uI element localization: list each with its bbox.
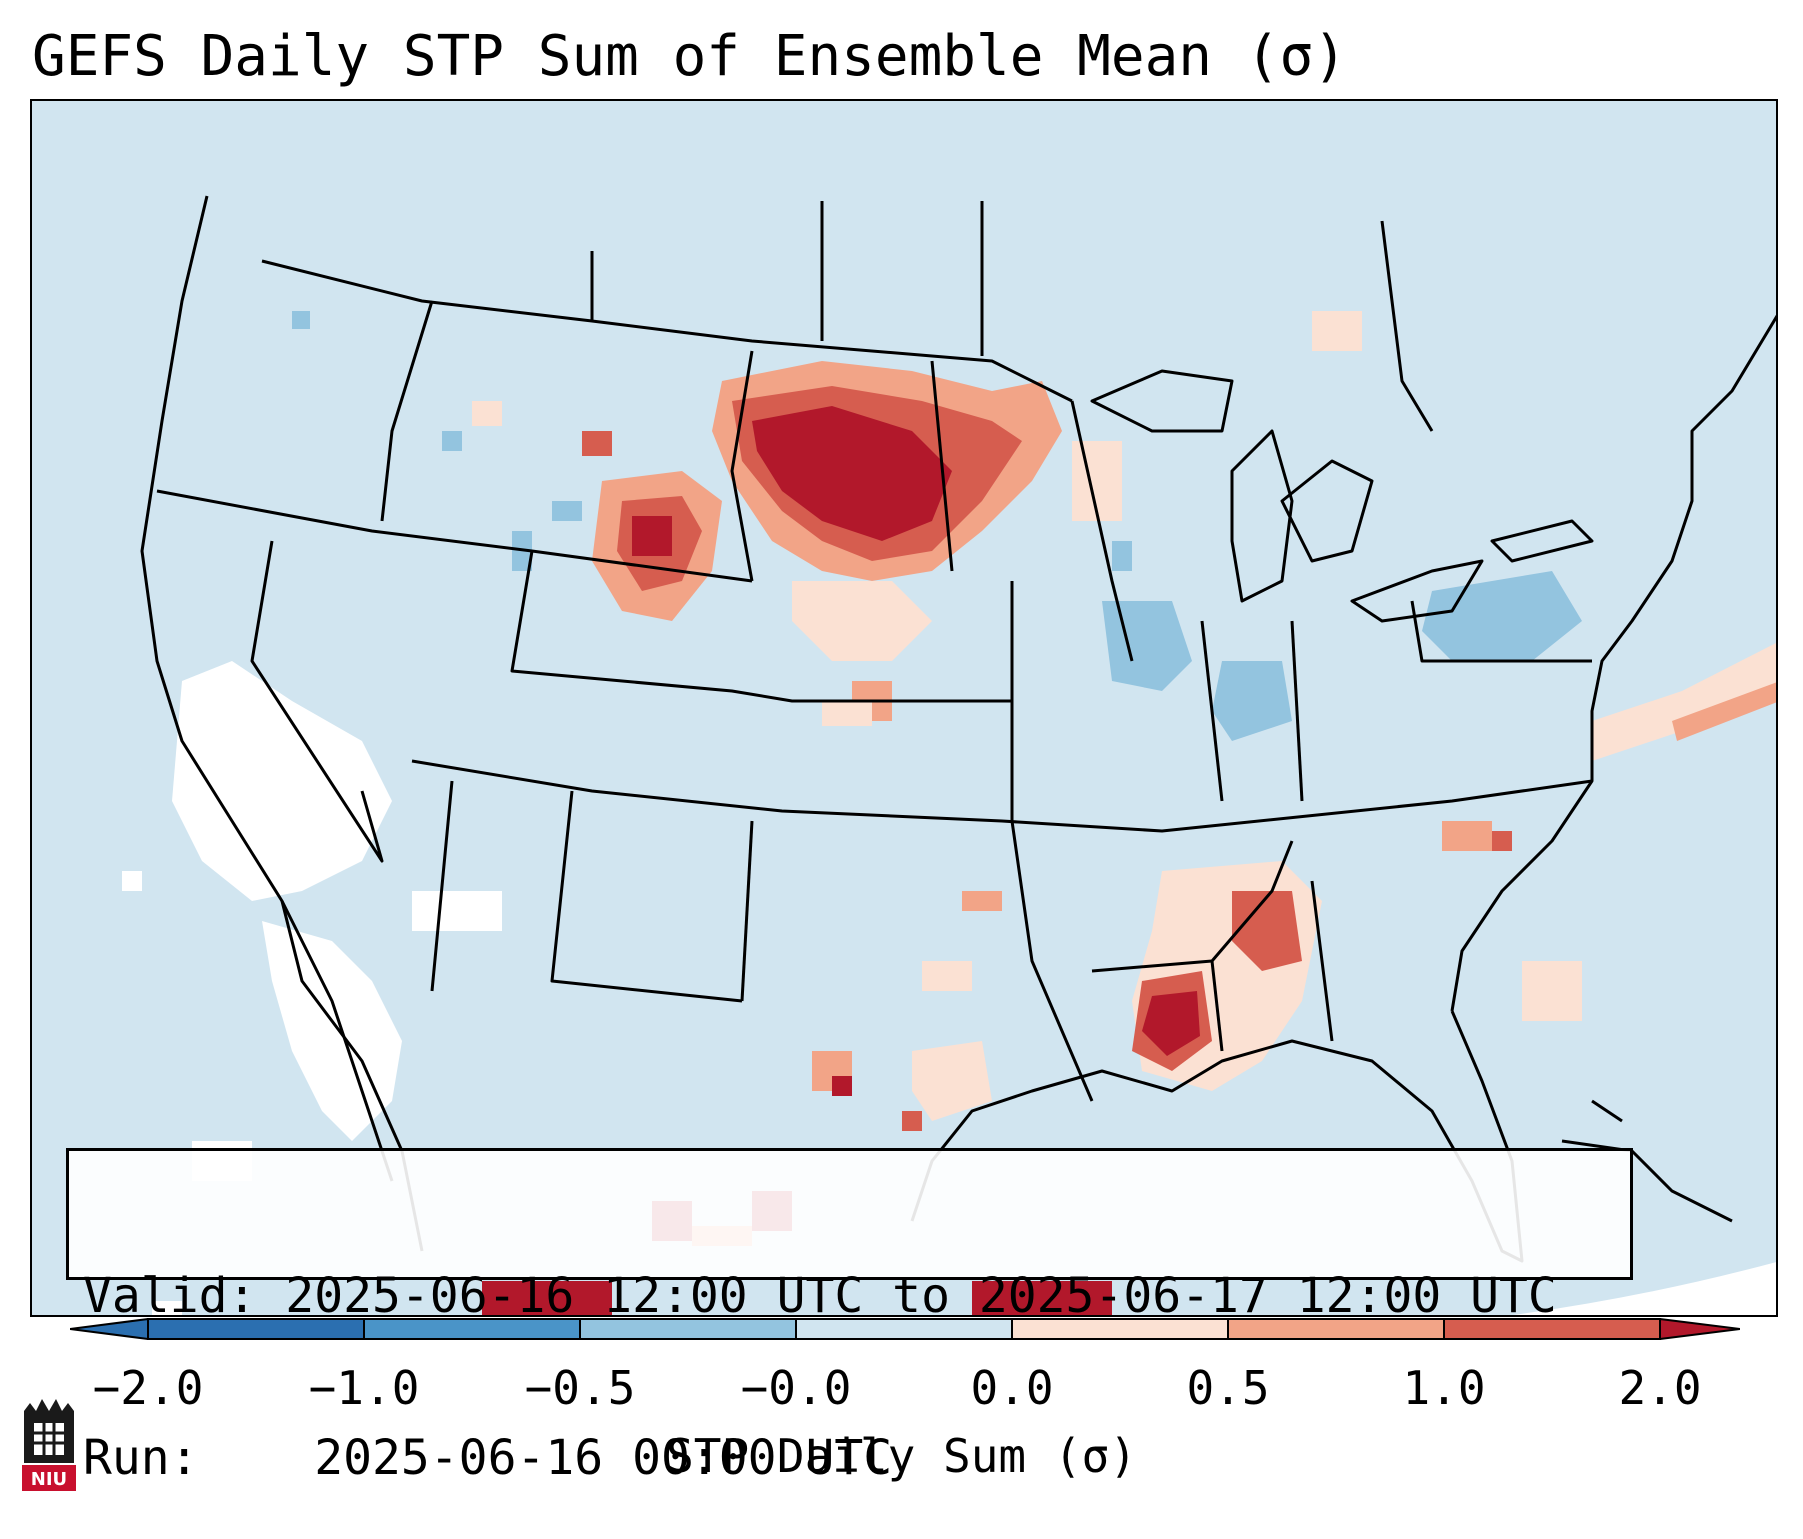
colorbar-tick-label: −0.5 xyxy=(524,1361,636,1415)
valid-label: Valid: xyxy=(83,1268,257,1324)
colorbar xyxy=(70,1318,1740,1340)
colorbar-extend-low xyxy=(70,1318,149,1340)
colorbar-segment xyxy=(1444,1319,1661,1339)
map-title: GEFS Daily STP Sum of Ensemble Mean (σ) xyxy=(32,24,1347,89)
colorbar-extend-high xyxy=(1659,1318,1740,1340)
colorbar-tick-label: 1.0 xyxy=(1402,1361,1486,1415)
stp-shading xyxy=(292,311,1776,1315)
run-label: Run: xyxy=(83,1430,199,1486)
run-line: Run: 2025-06-16 00:00 UTC xyxy=(83,1431,1616,1485)
colorbar-segment xyxy=(148,1319,365,1339)
colorbar-segment xyxy=(364,1319,581,1339)
colorbar-label: STP Daily Sum (σ) xyxy=(666,1429,1137,1483)
stp-map xyxy=(32,101,1776,1315)
colorbar-tick-label: 2.0 xyxy=(1618,1361,1702,1415)
colorbar-tick-label: −2.0 xyxy=(92,1361,204,1415)
colorbar-tick-label: −1.0 xyxy=(308,1361,420,1415)
valid-line: Valid: 2025-06-16 12:00 UTC to 2025-06-1… xyxy=(83,1269,1616,1323)
colorbar-segment xyxy=(1228,1319,1445,1339)
map-panel xyxy=(30,99,1778,1317)
map-background xyxy=(32,101,1776,1315)
valid-run-info-box: Valid: 2025-06-16 12:00 UTC to 2025-06-1… xyxy=(66,1148,1633,1485)
niu-logo: NIU xyxy=(22,1399,76,1491)
run-value: 2025-06-16 00:00 UTC xyxy=(314,1430,893,1486)
colorbar-segment xyxy=(796,1319,1013,1339)
colorbar-tick-label: 0.0 xyxy=(970,1361,1054,1415)
logo-banner xyxy=(22,1465,76,1491)
caribbean-outlines xyxy=(1561,1099,1733,1223)
colorbar-tick-label: −0.0 xyxy=(740,1361,852,1415)
colorbar-segment xyxy=(580,1319,797,1339)
missing-data-areas xyxy=(122,661,502,1315)
colorbar-segment xyxy=(1012,1319,1229,1339)
colorbar-outline xyxy=(147,1318,1661,1340)
valid-value: 2025-06-16 12:00 UTC to 2025-06-17 12:00… xyxy=(285,1268,1557,1324)
colorbar-tick-label: 0.5 xyxy=(1186,1361,1270,1415)
logo-text: NIU xyxy=(31,1469,67,1490)
logo-window-icon xyxy=(34,1423,64,1455)
colorbar-segments xyxy=(70,1318,1740,1340)
